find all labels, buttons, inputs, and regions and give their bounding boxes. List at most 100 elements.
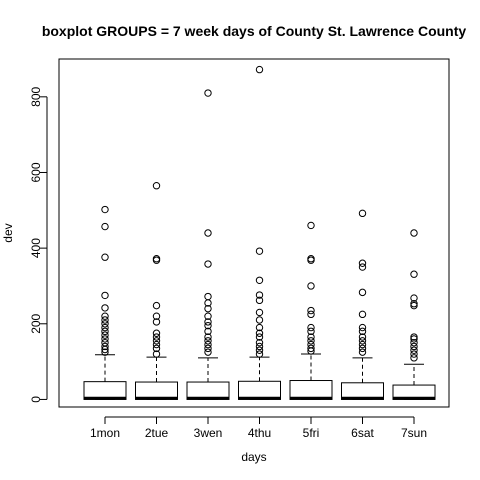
y-tick-label: 800 (29, 86, 43, 106)
outlier-point (101, 291, 109, 300)
box-group-1mon (83, 205, 127, 400)
outlier-point (255, 276, 264, 284)
outlier-point (152, 301, 161, 310)
outlier-point (307, 256, 315, 264)
outlier-point (204, 327, 212, 336)
x-tick-label: 6sat (351, 426, 374, 440)
x-axis-label: days (241, 450, 266, 464)
outlier-point (101, 222, 109, 231)
outlier-point (358, 337, 367, 345)
x-tick-label: 2tue (145, 426, 169, 440)
outlier-point (204, 299, 212, 307)
outlier-point (358, 323, 367, 332)
outlier-point (152, 318, 161, 326)
outlier-point (307, 282, 315, 290)
outlier-point (204, 340, 212, 349)
outlier-point (307, 310, 315, 319)
outlier-point (307, 347, 315, 355)
outlier-point (307, 327, 315, 336)
outlier-point (101, 348, 109, 356)
outlier-point (204, 260, 212, 268)
outlier-point (358, 333, 367, 341)
outlier-point (410, 342, 418, 351)
y-axis-label: dev (1, 223, 15, 242)
outlier-point (255, 308, 264, 317)
outlier-point (255, 346, 264, 354)
boxes-layer (83, 65, 436, 400)
chart-title: boxplot GROUPS = 7 week days of County S… (42, 23, 467, 39)
outlier-point (358, 327, 367, 336)
outlier-point (152, 256, 161, 264)
outlier-point (410, 346, 418, 354)
y-tick-label: 400 (29, 238, 43, 258)
x-tick-label: 4thu (248, 426, 271, 440)
x-tick-label: 1mon (90, 426, 120, 440)
box-group-7sun (392, 229, 436, 400)
outlier-point (410, 270, 418, 278)
outlier-point (204, 312, 212, 320)
outlier-point (152, 333, 161, 341)
outlier-point (204, 321, 212, 330)
outlier-point (101, 335, 109, 343)
outlier-point (358, 310, 367, 319)
outlier-point (255, 316, 264, 324)
outlier-point (152, 344, 161, 353)
plot-frame (58, 58, 450, 408)
outlier-point (410, 335, 418, 343)
outlier-point (255, 329, 264, 337)
outlier-point (410, 301, 418, 310)
outlier-point (152, 340, 161, 349)
outlier-point (101, 304, 109, 312)
outlier-point (255, 323, 264, 332)
outlier-point (101, 253, 109, 261)
outlier-point (410, 300, 418, 308)
x-tick-label: 3wen (194, 426, 223, 440)
outlier-point (204, 348, 212, 356)
outlier-point (101, 345, 109, 354)
box (83, 381, 127, 400)
outlier-point (255, 338, 264, 347)
outlier-point (204, 304, 212, 313)
outlier-point (152, 312, 161, 320)
outlier-point (358, 209, 367, 218)
outlier-point (255, 291, 264, 299)
outlier-point (101, 205, 109, 214)
outlier-point (358, 348, 367, 356)
y-tick-label: 600 (29, 162, 43, 182)
outlier-point (410, 350, 418, 358)
outlier-point (255, 342, 264, 351)
outlier-point (307, 344, 315, 353)
outlier-point (101, 316, 109, 324)
outlier-point (101, 323, 109, 332)
x-tick-label: 5fri (303, 426, 320, 440)
outlier-point (307, 221, 315, 230)
outlier-point (204, 229, 212, 237)
y-tick-label: 200 (29, 313, 43, 333)
outlier-point (152, 329, 161, 337)
y-axis: 0 200 400 600 800 (29, 86, 48, 403)
outlier-point (410, 294, 418, 302)
outlier-point (204, 318, 212, 326)
outlier-point (101, 312, 109, 320)
outlier-point (410, 354, 418, 362)
outlier-point (358, 259, 367, 267)
box-group-6sat (341, 209, 384, 400)
outlier-point (152, 350, 161, 358)
outlier-point (204, 337, 212, 345)
box (289, 380, 333, 400)
box-group-4thu (238, 65, 281, 400)
box-group-2tue (135, 182, 178, 400)
box-group-3wen (186, 89, 230, 400)
outlier-point (410, 338, 418, 347)
outlier-point (307, 337, 315, 345)
x-tick-label: 7sun (401, 426, 427, 440)
outlier-point (358, 344, 367, 353)
outlier-point (307, 323, 315, 332)
box (238, 380, 281, 400)
y-tick-label: 0 (29, 396, 43, 403)
outlier-point (255, 247, 264, 255)
outlier-point (101, 327, 109, 336)
outlier-point (255, 333, 264, 341)
outlier-point (204, 344, 212, 353)
